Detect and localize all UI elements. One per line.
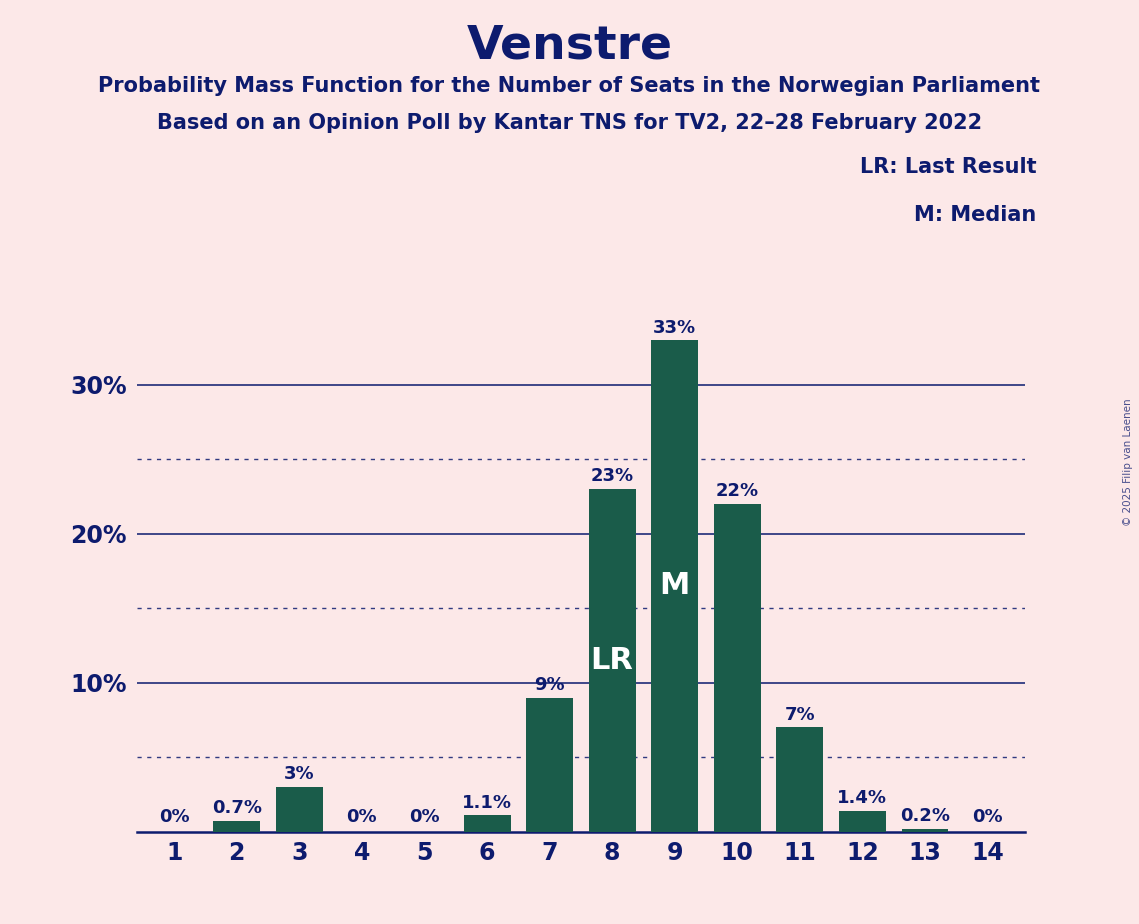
Text: 22%: 22%: [715, 482, 759, 501]
Bar: [213, 821, 260, 832]
Text: Probability Mass Function for the Number of Seats in the Norwegian Parliament: Probability Mass Function for the Number…: [98, 76, 1041, 96]
Text: Based on an Opinion Poll by Kantar TNS for TV2, 22–28 February 2022: Based on an Opinion Poll by Kantar TNS f…: [157, 113, 982, 133]
Text: 3%: 3%: [284, 765, 314, 784]
Text: 0%: 0%: [346, 808, 377, 826]
Text: 33%: 33%: [653, 319, 696, 336]
Bar: [464, 815, 510, 832]
Text: 1.4%: 1.4%: [837, 789, 887, 807]
Text: 0.7%: 0.7%: [212, 799, 262, 818]
Bar: [526, 698, 573, 832]
Bar: [714, 505, 761, 832]
Bar: [839, 810, 886, 832]
Text: M: M: [659, 571, 690, 601]
Text: 9%: 9%: [534, 675, 565, 694]
Text: 1.1%: 1.1%: [462, 794, 513, 811]
Text: 23%: 23%: [591, 468, 633, 485]
Text: 0%: 0%: [159, 808, 189, 826]
Bar: [777, 727, 823, 832]
Bar: [902, 829, 949, 832]
Text: © 2025 Filip van Laenen: © 2025 Filip van Laenen: [1123, 398, 1133, 526]
Text: Venstre: Venstre: [467, 23, 672, 68]
Text: LR: LR: [591, 646, 633, 675]
Text: 0%: 0%: [973, 808, 1002, 826]
Bar: [652, 340, 698, 832]
Text: 0.2%: 0.2%: [900, 807, 950, 825]
Text: LR: Last Result: LR: Last Result: [860, 157, 1036, 177]
Text: 0%: 0%: [409, 808, 440, 826]
Text: 7%: 7%: [785, 706, 816, 723]
Text: M: Median: M: Median: [915, 205, 1036, 225]
Bar: [276, 787, 322, 832]
Bar: [589, 489, 636, 832]
